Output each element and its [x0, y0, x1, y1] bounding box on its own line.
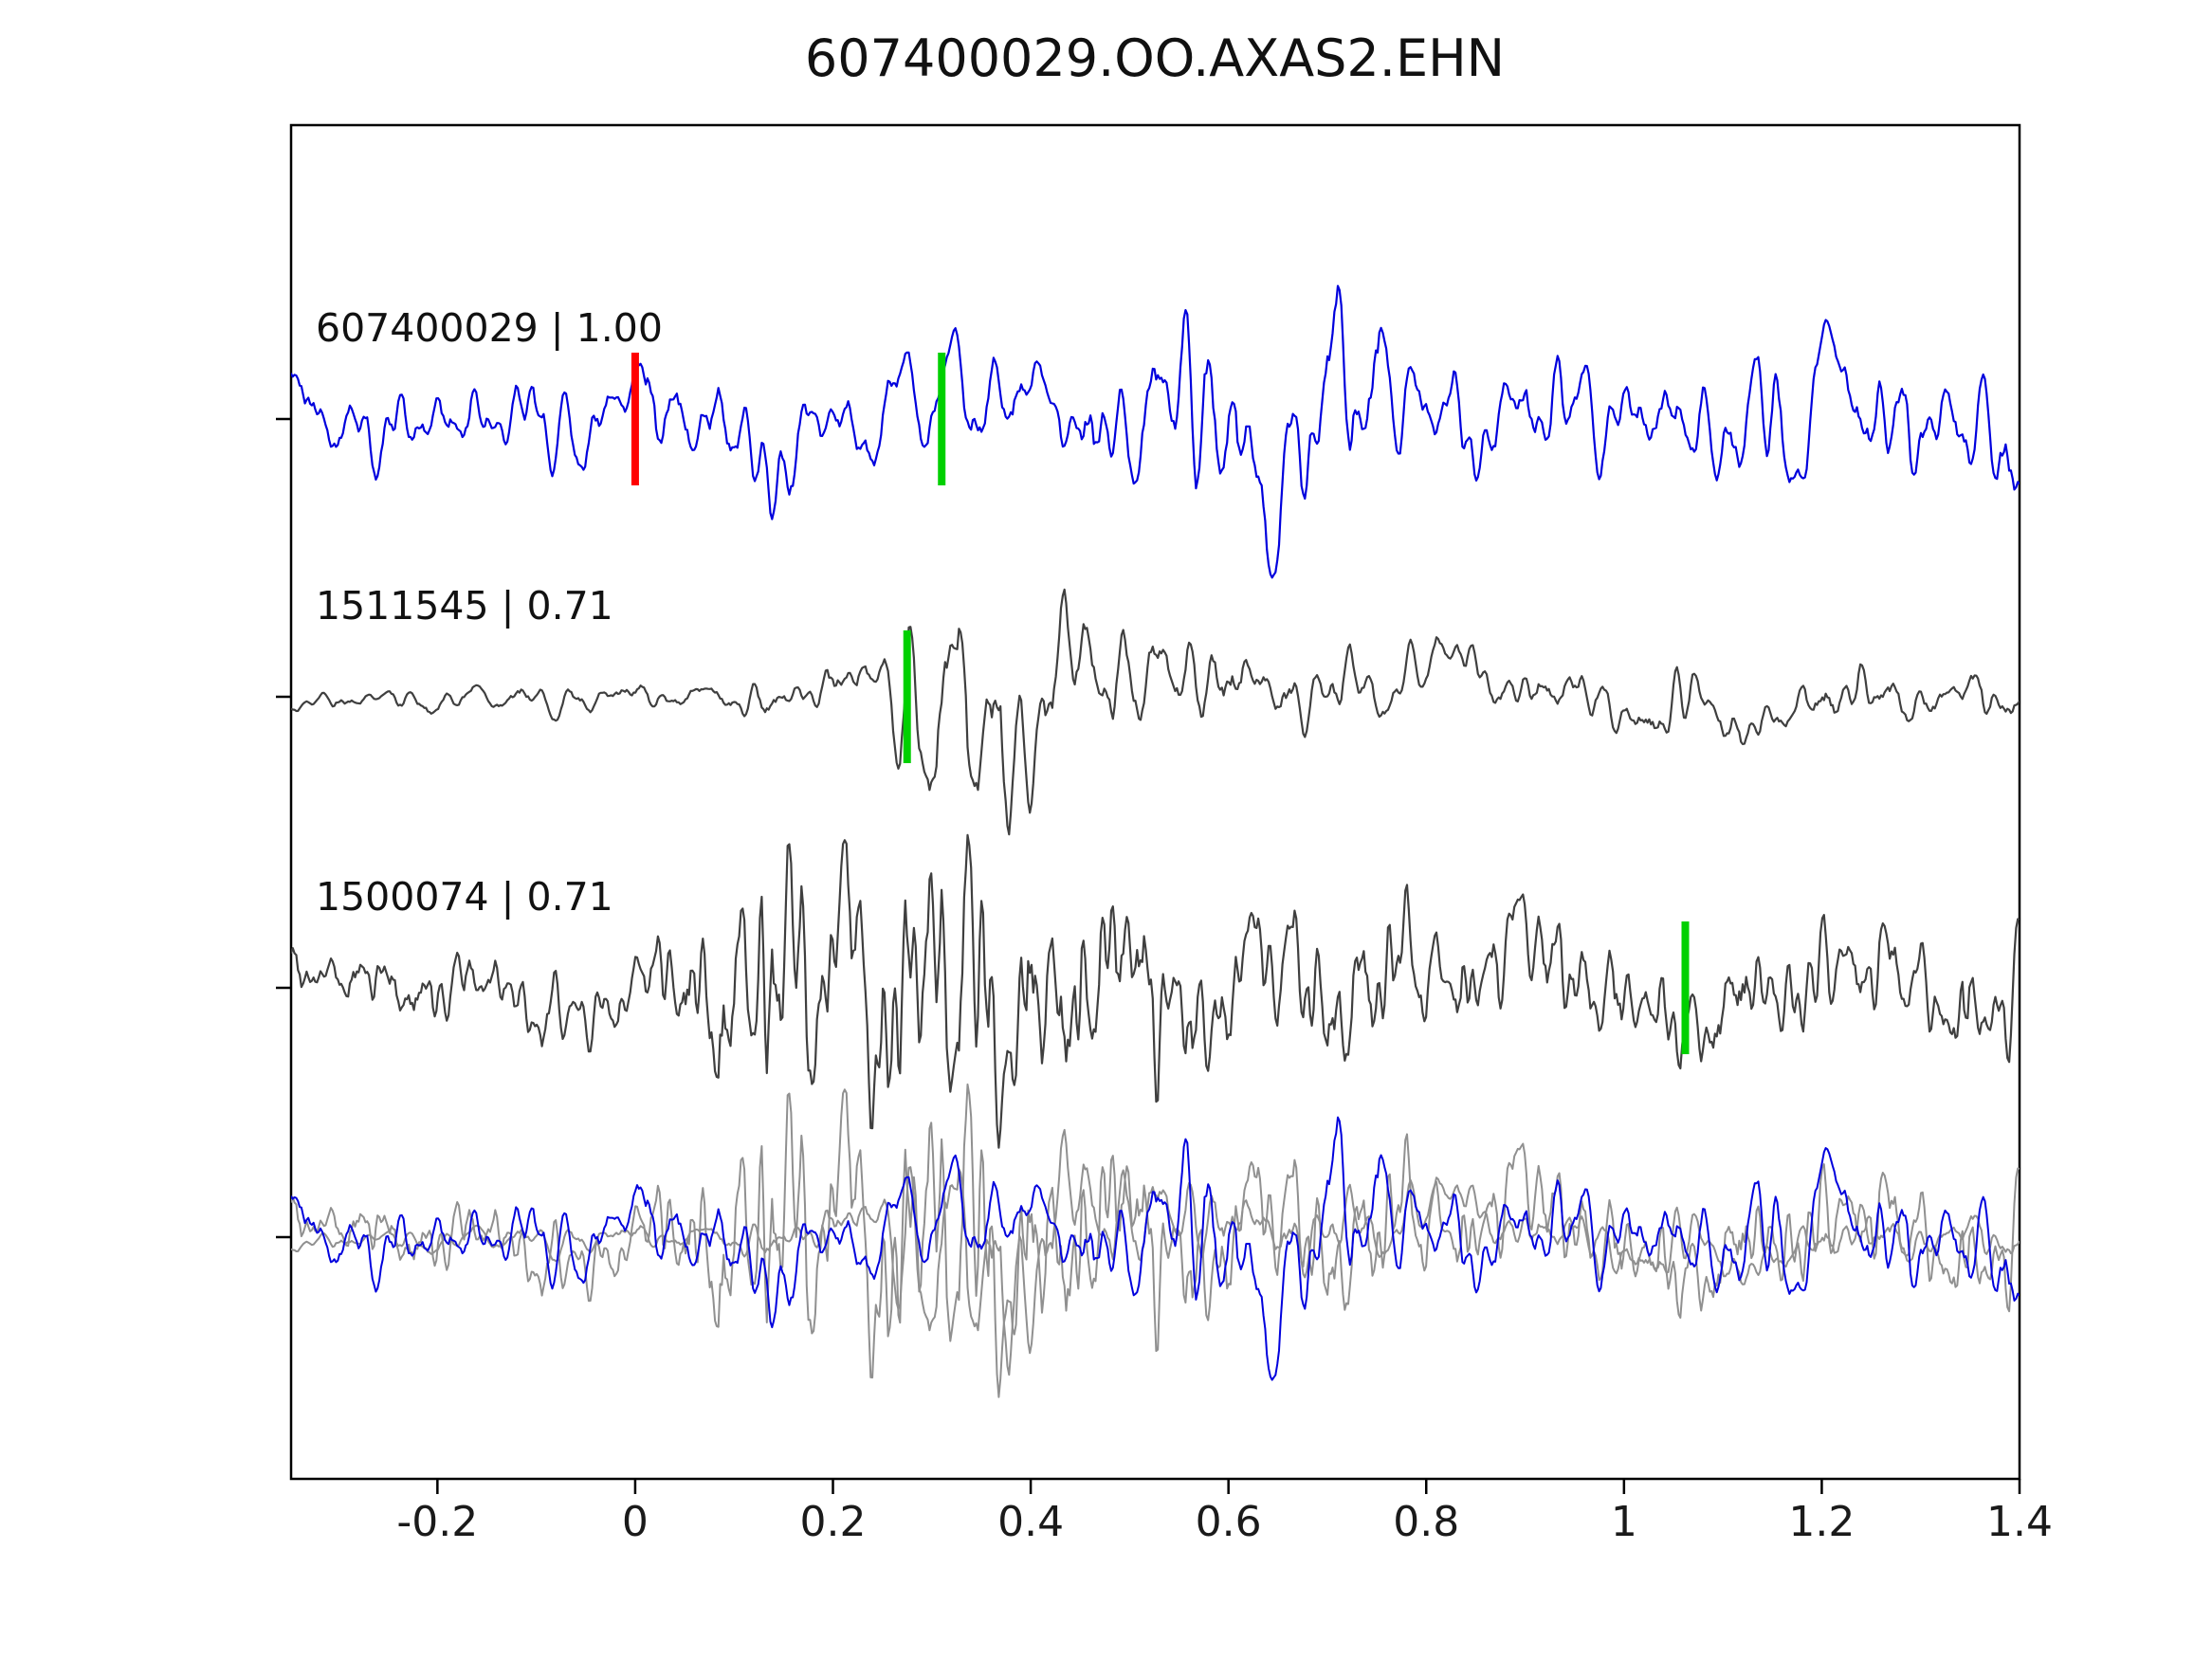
x-tick-label: 0.4 — [997, 1498, 1064, 1546]
x-tick-label: 1.2 — [1788, 1498, 1855, 1546]
trace-label-1500074: 1500074 | 0.71 — [316, 874, 613, 920]
waveforms — [291, 284, 2020, 1398]
x-tick-label: -0.2 — [396, 1498, 478, 1546]
trace-label-607400029: 607400029 | 1.00 — [316, 305, 663, 351]
plot-border — [289, 123, 2021, 1481]
waveform-trace-1511545 — [291, 588, 2020, 836]
x-tick-label: 1 — [1611, 1498, 1637, 1546]
waveform-trace-607400029 — [291, 284, 2020, 579]
waveform-trace-1500074 — [291, 833, 2020, 1149]
overlay-waveform-607400029 — [291, 1116, 2020, 1381]
overlay-waveform-1500074 — [291, 1083, 2020, 1398]
trace-label-1511545: 1511545 | 0.71 — [316, 583, 613, 629]
x-tick-label: 0 — [622, 1498, 649, 1546]
chart-title: 607400029.OO.AXAS2.EHN — [805, 28, 1505, 88]
x-tick-label: 0.6 — [1196, 1498, 1262, 1546]
x-tick-label: 1.4 — [1986, 1498, 2053, 1546]
x-tick-label: 0.8 — [1393, 1498, 1459, 1546]
axes: -0.2 0 0.2 0.4 0.6 0.8 1 1.2 1.4 — [276, 123, 2053, 1546]
x-tick-label: 0.2 — [800, 1498, 867, 1546]
